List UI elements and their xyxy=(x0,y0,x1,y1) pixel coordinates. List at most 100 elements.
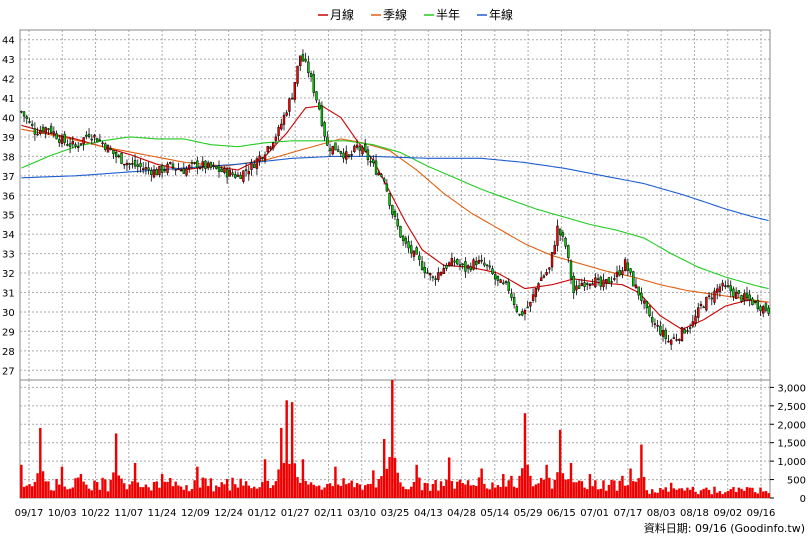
candle-body xyxy=(271,142,275,149)
candle-body xyxy=(434,278,437,280)
candle-body xyxy=(141,168,145,170)
volume-bar xyxy=(71,487,75,498)
candle-body xyxy=(120,152,123,164)
volume-bar xyxy=(512,486,516,498)
date-tick-label: 01/27 xyxy=(281,508,310,519)
volume-bar xyxy=(447,457,451,498)
volume-bar xyxy=(112,472,115,498)
date-tick-label: 08/03 xyxy=(647,508,676,519)
volume-bar xyxy=(234,484,237,498)
candle-body xyxy=(147,167,150,170)
volume-bar xyxy=(596,489,600,498)
volume-bar xyxy=(288,463,291,498)
volume-bar xyxy=(353,487,356,498)
candle-body xyxy=(686,330,689,332)
price-tick-label: 27 xyxy=(2,366,15,377)
volume-bar xyxy=(179,486,183,498)
volume-bar xyxy=(317,485,321,498)
volume-bar xyxy=(47,481,50,498)
volume-bar xyxy=(526,464,529,498)
volume-bar xyxy=(271,485,275,498)
candle-body xyxy=(95,138,99,143)
volume-bar xyxy=(613,480,616,498)
volume-bar xyxy=(702,488,705,498)
volume-bar xyxy=(475,485,478,498)
volume-bar xyxy=(347,483,351,498)
volume-bar xyxy=(410,486,413,498)
candle-body xyxy=(55,133,58,140)
candle-body xyxy=(391,204,394,215)
volume-bar xyxy=(656,492,659,498)
volume-bar xyxy=(247,485,251,498)
candle-body xyxy=(125,162,129,166)
volume-bar xyxy=(252,486,256,498)
candle-body xyxy=(610,281,613,283)
volume-bar xyxy=(380,476,383,498)
volume-bar xyxy=(385,468,389,498)
date-tick-label: 12/24 xyxy=(214,508,243,519)
volume-bar xyxy=(79,474,83,498)
volume-bar xyxy=(510,475,513,498)
candle-body xyxy=(691,321,695,327)
volume-bar xyxy=(87,488,91,498)
date-axis: 09/17 10/03 10/22 11/07 11/24 12/09 12/24 01/12… xyxy=(15,508,776,519)
volume-bar xyxy=(645,490,649,498)
volume-bar xyxy=(345,484,348,498)
candle-body xyxy=(675,339,678,341)
volume-bar xyxy=(49,490,53,498)
candle-body xyxy=(60,136,64,144)
candle-body xyxy=(131,163,134,165)
volume-bar xyxy=(751,487,754,498)
candle-body xyxy=(613,278,616,280)
candle-body xyxy=(220,168,223,172)
volume-bar xyxy=(363,485,367,498)
volume-bar xyxy=(678,488,681,498)
date-tick-label: 02/11 xyxy=(314,508,343,519)
volume-tick-label: 3,000 xyxy=(777,383,806,394)
volume-bar xyxy=(204,478,207,498)
candle-body xyxy=(366,149,370,161)
price-tick-label: 40 xyxy=(2,114,15,125)
volume-bar xyxy=(667,491,670,498)
candle-body xyxy=(561,232,565,237)
candle-body xyxy=(640,292,643,301)
volume-bar xyxy=(215,485,218,498)
candle-body xyxy=(705,296,708,311)
volume-bar xyxy=(737,487,741,498)
candle-body xyxy=(401,235,405,241)
candle-body xyxy=(377,172,380,176)
candle-body xyxy=(447,262,451,267)
candle-body xyxy=(160,164,164,173)
candle-body xyxy=(688,327,692,329)
candle-body xyxy=(77,146,80,148)
volume-bar xyxy=(450,481,454,498)
volume-bar xyxy=(393,457,397,498)
candle-body xyxy=(713,290,716,303)
volume-bar xyxy=(572,482,575,498)
volume-bar xyxy=(217,487,221,498)
candle-body xyxy=(604,279,608,284)
volume-bar xyxy=(339,485,343,498)
volume-bar xyxy=(374,487,378,498)
candle-body xyxy=(109,147,112,150)
volume-bar xyxy=(174,481,177,498)
candle-body xyxy=(626,262,630,271)
volume-bar xyxy=(163,481,167,498)
candle-body xyxy=(244,169,248,171)
volume-bar xyxy=(743,490,746,498)
candle-body xyxy=(756,300,760,310)
candle-body xyxy=(250,162,253,170)
volume-bar xyxy=(301,459,305,498)
candle-body xyxy=(594,277,597,287)
candle-body xyxy=(464,261,467,272)
candle-body xyxy=(204,160,207,169)
candle-body xyxy=(694,316,697,324)
volume-bar xyxy=(212,491,215,498)
candle-body xyxy=(410,245,413,254)
volume-bar xyxy=(753,492,757,498)
volume-bar xyxy=(632,481,635,498)
candle-body xyxy=(301,54,305,62)
volume-bar xyxy=(729,489,732,498)
candle-body xyxy=(236,174,240,177)
volume-bar xyxy=(466,480,470,498)
